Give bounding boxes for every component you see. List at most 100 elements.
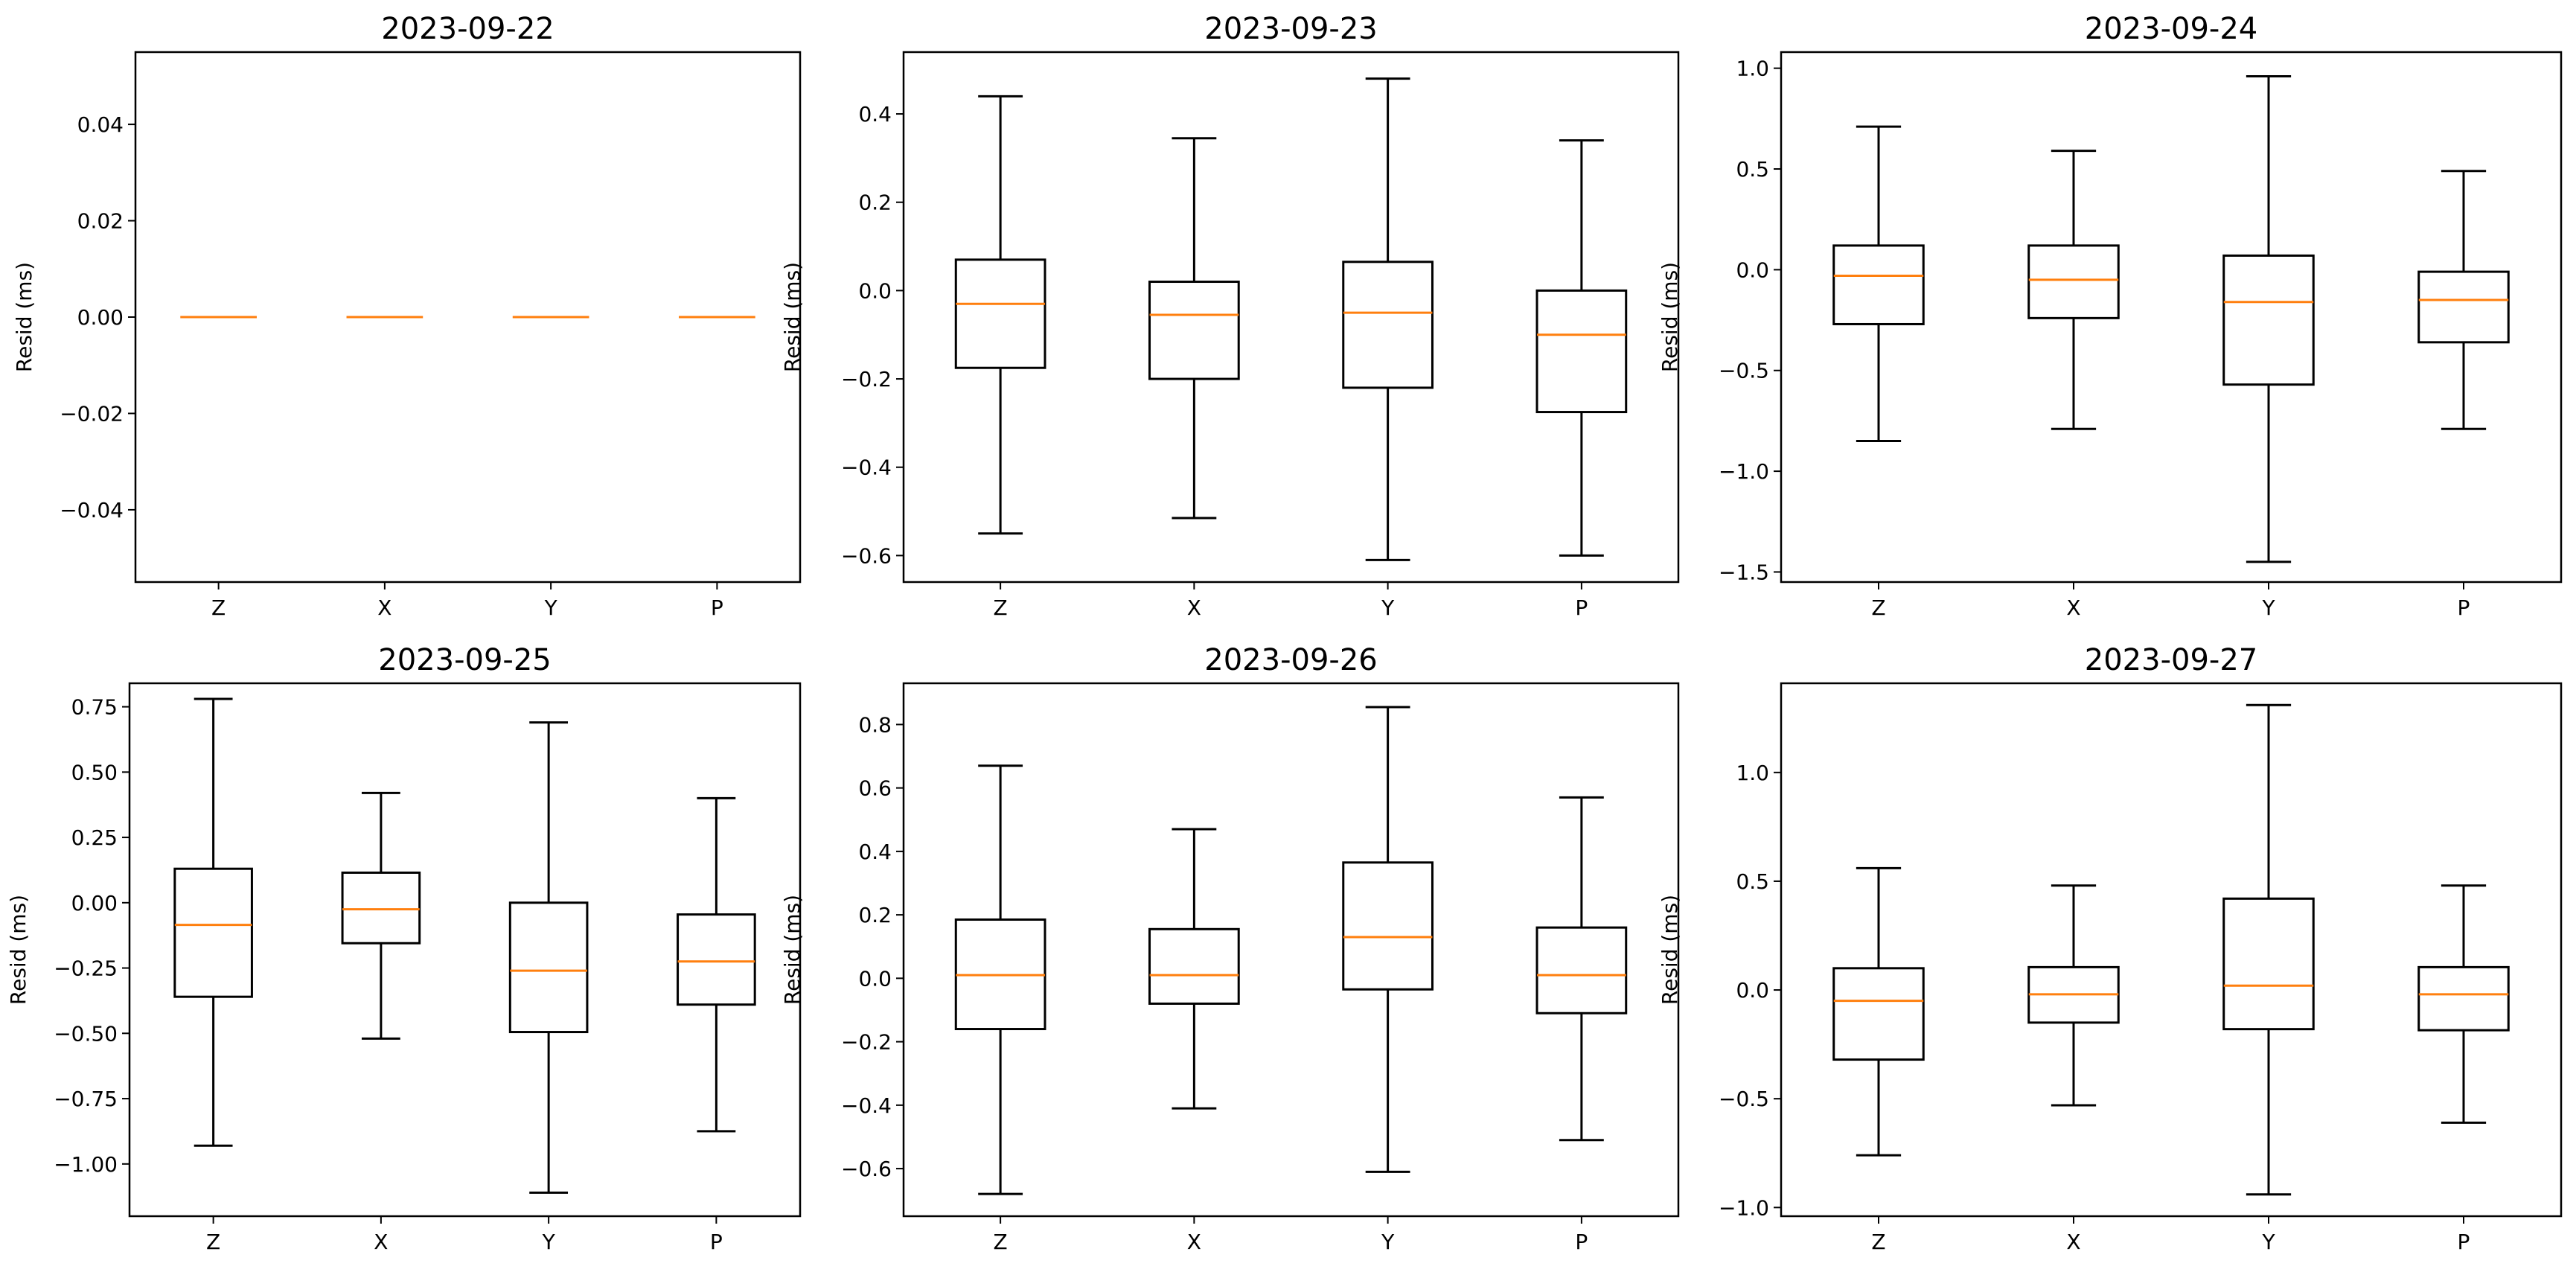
iqr-box: [2222, 897, 2315, 1031]
y-tick-label: 0.02: [77, 209, 124, 234]
x-tick-label: P: [2458, 1230, 2470, 1254]
plot-frame: [902, 51, 1680, 584]
box-X: [2027, 884, 2120, 1107]
iqr-box: [2222, 254, 2315, 386]
y-tick-label: −0.4: [841, 1093, 892, 1118]
iqr-box: [1342, 861, 1434, 991]
plot-frame: [902, 682, 1680, 1218]
box-P: [1535, 139, 1628, 557]
x-tick-label: Y: [542, 1230, 556, 1254]
box-Y: [1342, 706, 1434, 1173]
y-tick-label: −0.50: [54, 1021, 118, 1046]
y-tick-label: −0.5: [1719, 359, 1769, 383]
box-Z: [954, 95, 1046, 535]
box-X: [2027, 150, 2120, 430]
y-tick-label: 0.0: [1736, 258, 1769, 282]
chart-panel-2023-09-24: 2023-09-24 Resid (ms) 1.0 0.5 0.0 −0.5 −1.0 −1.…: [1658, 12, 2563, 620]
x-tick-label: P: [711, 595, 723, 620]
x-tick-label: Y: [2261, 595, 2275, 620]
y-axis-label: Resid (ms): [12, 262, 36, 372]
x-tick-label: P: [1575, 595, 1588, 620]
x-tick-label: Z: [1871, 1230, 1885, 1254]
x-tick-label: Y: [544, 595, 558, 620]
y-tick-label: 0.0: [858, 278, 892, 303]
x-tick-label: Y: [1381, 1230, 1395, 1254]
y-axis-label: Resid (ms): [1658, 895, 1682, 1005]
y-tick-label: −1.0: [1719, 459, 1769, 484]
y-tick-label: 0.6: [858, 776, 892, 801]
y-tick-label: −1.5: [1719, 560, 1769, 584]
iqr-box: [1535, 289, 1628, 414]
y-tick-label: −1.00: [54, 1152, 118, 1177]
x-tick-label: X: [1187, 595, 1201, 620]
chart-panel-2023-09-26: 2023-09-26 Resid (ms) 0.8 0.6 0.4 0.2 0.0 −0.2 −…: [780, 643, 1680, 1254]
chart-title: 2023-09-26: [1204, 643, 1377, 677]
y-axis-label: Resid (ms): [1658, 262, 1682, 372]
chart-panel-2023-09-27: 2023-09-27 Resid (ms) 1.0 0.5 0.0 −0.5 −1.0 Z X Y…: [1658, 643, 2563, 1254]
chart-title: 2023-09-24: [2085, 12, 2257, 46]
y-tick-label: −0.25: [54, 956, 118, 981]
box-Y: [2222, 74, 2315, 563]
y-tick-label: 1.0: [1736, 761, 1769, 785]
iqr-box: [1342, 261, 1434, 389]
chart-panel-2023-09-23: 2023-09-23 Resid (ms) 0.4 0.2 0.0 −0.2 −0.4 −0.…: [780, 12, 1680, 620]
x-tick-label: Z: [1871, 595, 1885, 620]
box-Z: [1832, 866, 1925, 1157]
x-tick-label: Z: [206, 1230, 220, 1254]
y-tick-label: 0.5: [1736, 869, 1769, 894]
iqr-box: [677, 913, 756, 1006]
y-tick-label: 0.00: [77, 305, 124, 330]
y-tick-label: 0.2: [858, 191, 892, 215]
x-tick-label: Z: [211, 595, 226, 620]
plot-frame: [1780, 682, 2563, 1218]
iqr-box: [341, 871, 421, 945]
x-tick-label: Z: [994, 1230, 1008, 1254]
chart-panel-2023-09-25: 2023-09-25 Resid (ms) 0.75 0.50 0.25 0.00 −0.2…: [6, 643, 802, 1254]
y-tick-label: 0.2: [858, 903, 892, 927]
x-tick-label: X: [2066, 1230, 2080, 1254]
chart-title: 2023-09-23: [1204, 12, 1377, 46]
iqr-box: [1148, 281, 1240, 380]
y-tick-label: 0.0: [1736, 978, 1769, 1003]
iqr-box: [2027, 244, 2120, 319]
box-P: [677, 796, 756, 1133]
box-P: [2417, 884, 2510, 1124]
iqr-box: [173, 867, 253, 998]
plot-frame: [1780, 51, 2563, 584]
x-tick-label: X: [1187, 1230, 1201, 1254]
y-tick-label: 0.00: [71, 891, 118, 915]
y-axis-label: Resid (ms): [780, 895, 805, 1005]
x-tick-label: P: [1575, 1230, 1588, 1254]
y-tick-label: 0.4: [858, 102, 892, 127]
y-tick-label: −0.2: [841, 1030, 892, 1055]
box-Z: [954, 764, 1046, 1195]
x-tick-label: P: [710, 1230, 723, 1254]
y-tick-label: −0.4: [841, 456, 892, 480]
iqr-box: [1148, 927, 1240, 1005]
plot-frame: [128, 682, 802, 1218]
iqr-box: [508, 901, 589, 1034]
iqr-box: [2417, 965, 2510, 1032]
y-axis-label: Resid (ms): [780, 262, 805, 372]
y-tick-label: 0.0: [858, 966, 892, 991]
chart-title: 2023-09-25: [378, 643, 551, 677]
x-tick-label: Y: [2261, 1230, 2275, 1254]
iqr-box: [1535, 926, 1628, 1014]
y-tick-label: −0.6: [841, 543, 892, 568]
iqr-box: [1832, 967, 1925, 1061]
iqr-box: [954, 258, 1046, 369]
chart-title: 2023-09-22: [381, 12, 554, 46]
y-tick-label: 0.75: [71, 695, 118, 720]
y-tick-label: −0.6: [841, 1157, 892, 1181]
x-tick-label: X: [377, 595, 391, 620]
y-tick-label: 0.25: [71, 825, 118, 850]
box-P: [2417, 170, 2510, 430]
box-Z: [173, 697, 253, 1147]
y-tick-label: −0.75: [54, 1087, 118, 1111]
iqr-box: [1832, 244, 1925, 325]
y-tick-label: −0.02: [60, 401, 124, 426]
box-X: [1148, 137, 1240, 520]
y-tick-label: 1.0: [1736, 57, 1769, 81]
x-tick-label: X: [374, 1230, 388, 1254]
